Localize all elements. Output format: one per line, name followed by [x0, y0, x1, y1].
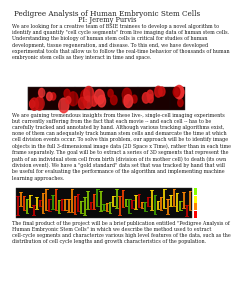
- Circle shape: [78, 97, 86, 109]
- Circle shape: [35, 97, 44, 110]
- Circle shape: [147, 90, 153, 99]
- Circle shape: [174, 85, 184, 99]
- Bar: [194, 196, 197, 202]
- Circle shape: [98, 95, 106, 107]
- Bar: [28, 87, 185, 110]
- Text: Pedigree Analysis of Human Embryonic Stem Cells: Pedigree Analysis of Human Embryonic Ste…: [14, 11, 200, 19]
- Text: We are gaining tremendous insights from these live-, single-cell imaging experim: We are gaining tremendous insights from …: [12, 112, 231, 181]
- Bar: [194, 188, 197, 195]
- Circle shape: [51, 93, 56, 100]
- Circle shape: [123, 97, 128, 105]
- Bar: [194, 203, 197, 210]
- Circle shape: [178, 99, 183, 106]
- Circle shape: [173, 87, 180, 97]
- Text: We are looking for a creative team of BSIE trainees to develop a novel algorithm: We are looking for a creative team of BS…: [12, 24, 229, 60]
- Circle shape: [68, 92, 78, 106]
- Circle shape: [30, 100, 35, 108]
- Circle shape: [39, 88, 45, 97]
- Circle shape: [90, 96, 97, 106]
- Circle shape: [30, 98, 39, 110]
- Circle shape: [81, 90, 90, 103]
- Circle shape: [159, 87, 165, 96]
- Circle shape: [59, 98, 69, 113]
- Text: PI: Jeremy Purvis: PI: Jeremy Purvis: [78, 16, 136, 25]
- Circle shape: [148, 94, 153, 103]
- Circle shape: [155, 86, 162, 97]
- Circle shape: [66, 97, 71, 104]
- Circle shape: [64, 89, 70, 98]
- Bar: [16, 188, 191, 218]
- Circle shape: [84, 96, 92, 108]
- Circle shape: [176, 86, 184, 98]
- Circle shape: [47, 92, 52, 101]
- Circle shape: [84, 86, 94, 101]
- Circle shape: [110, 95, 117, 105]
- Bar: [194, 211, 197, 218]
- Circle shape: [94, 89, 104, 104]
- Circle shape: [132, 95, 137, 103]
- Circle shape: [124, 95, 133, 108]
- Circle shape: [108, 89, 113, 97]
- Circle shape: [142, 93, 150, 103]
- Circle shape: [122, 88, 131, 101]
- Text: The final product of the project will be a brief publication entitled "Pedigree : The final product of the project will be…: [12, 220, 231, 244]
